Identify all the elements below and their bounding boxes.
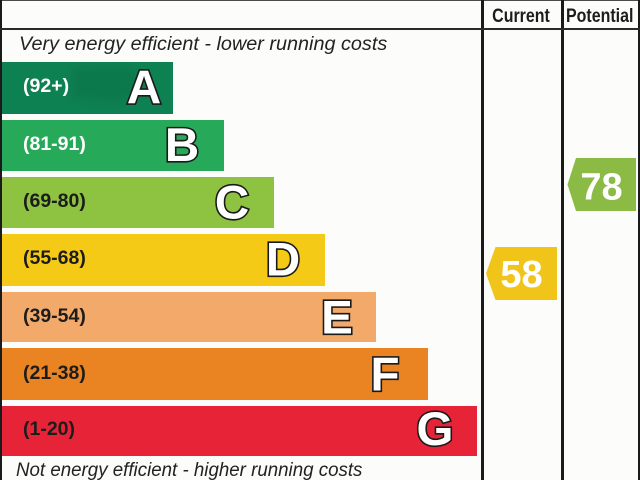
- svg-text:B: B: [165, 119, 199, 172]
- svg-text:E: E: [321, 292, 353, 345]
- svg-text:58: 58: [500, 254, 542, 296]
- svg-text:78: 78: [580, 167, 622, 209]
- svg-text:A: A: [127, 61, 161, 114]
- svg-text:G: G: [417, 403, 454, 456]
- svg-text:F: F: [370, 349, 399, 402]
- svg-text:D: D: [266, 234, 300, 287]
- svg-text:C: C: [215, 176, 249, 229]
